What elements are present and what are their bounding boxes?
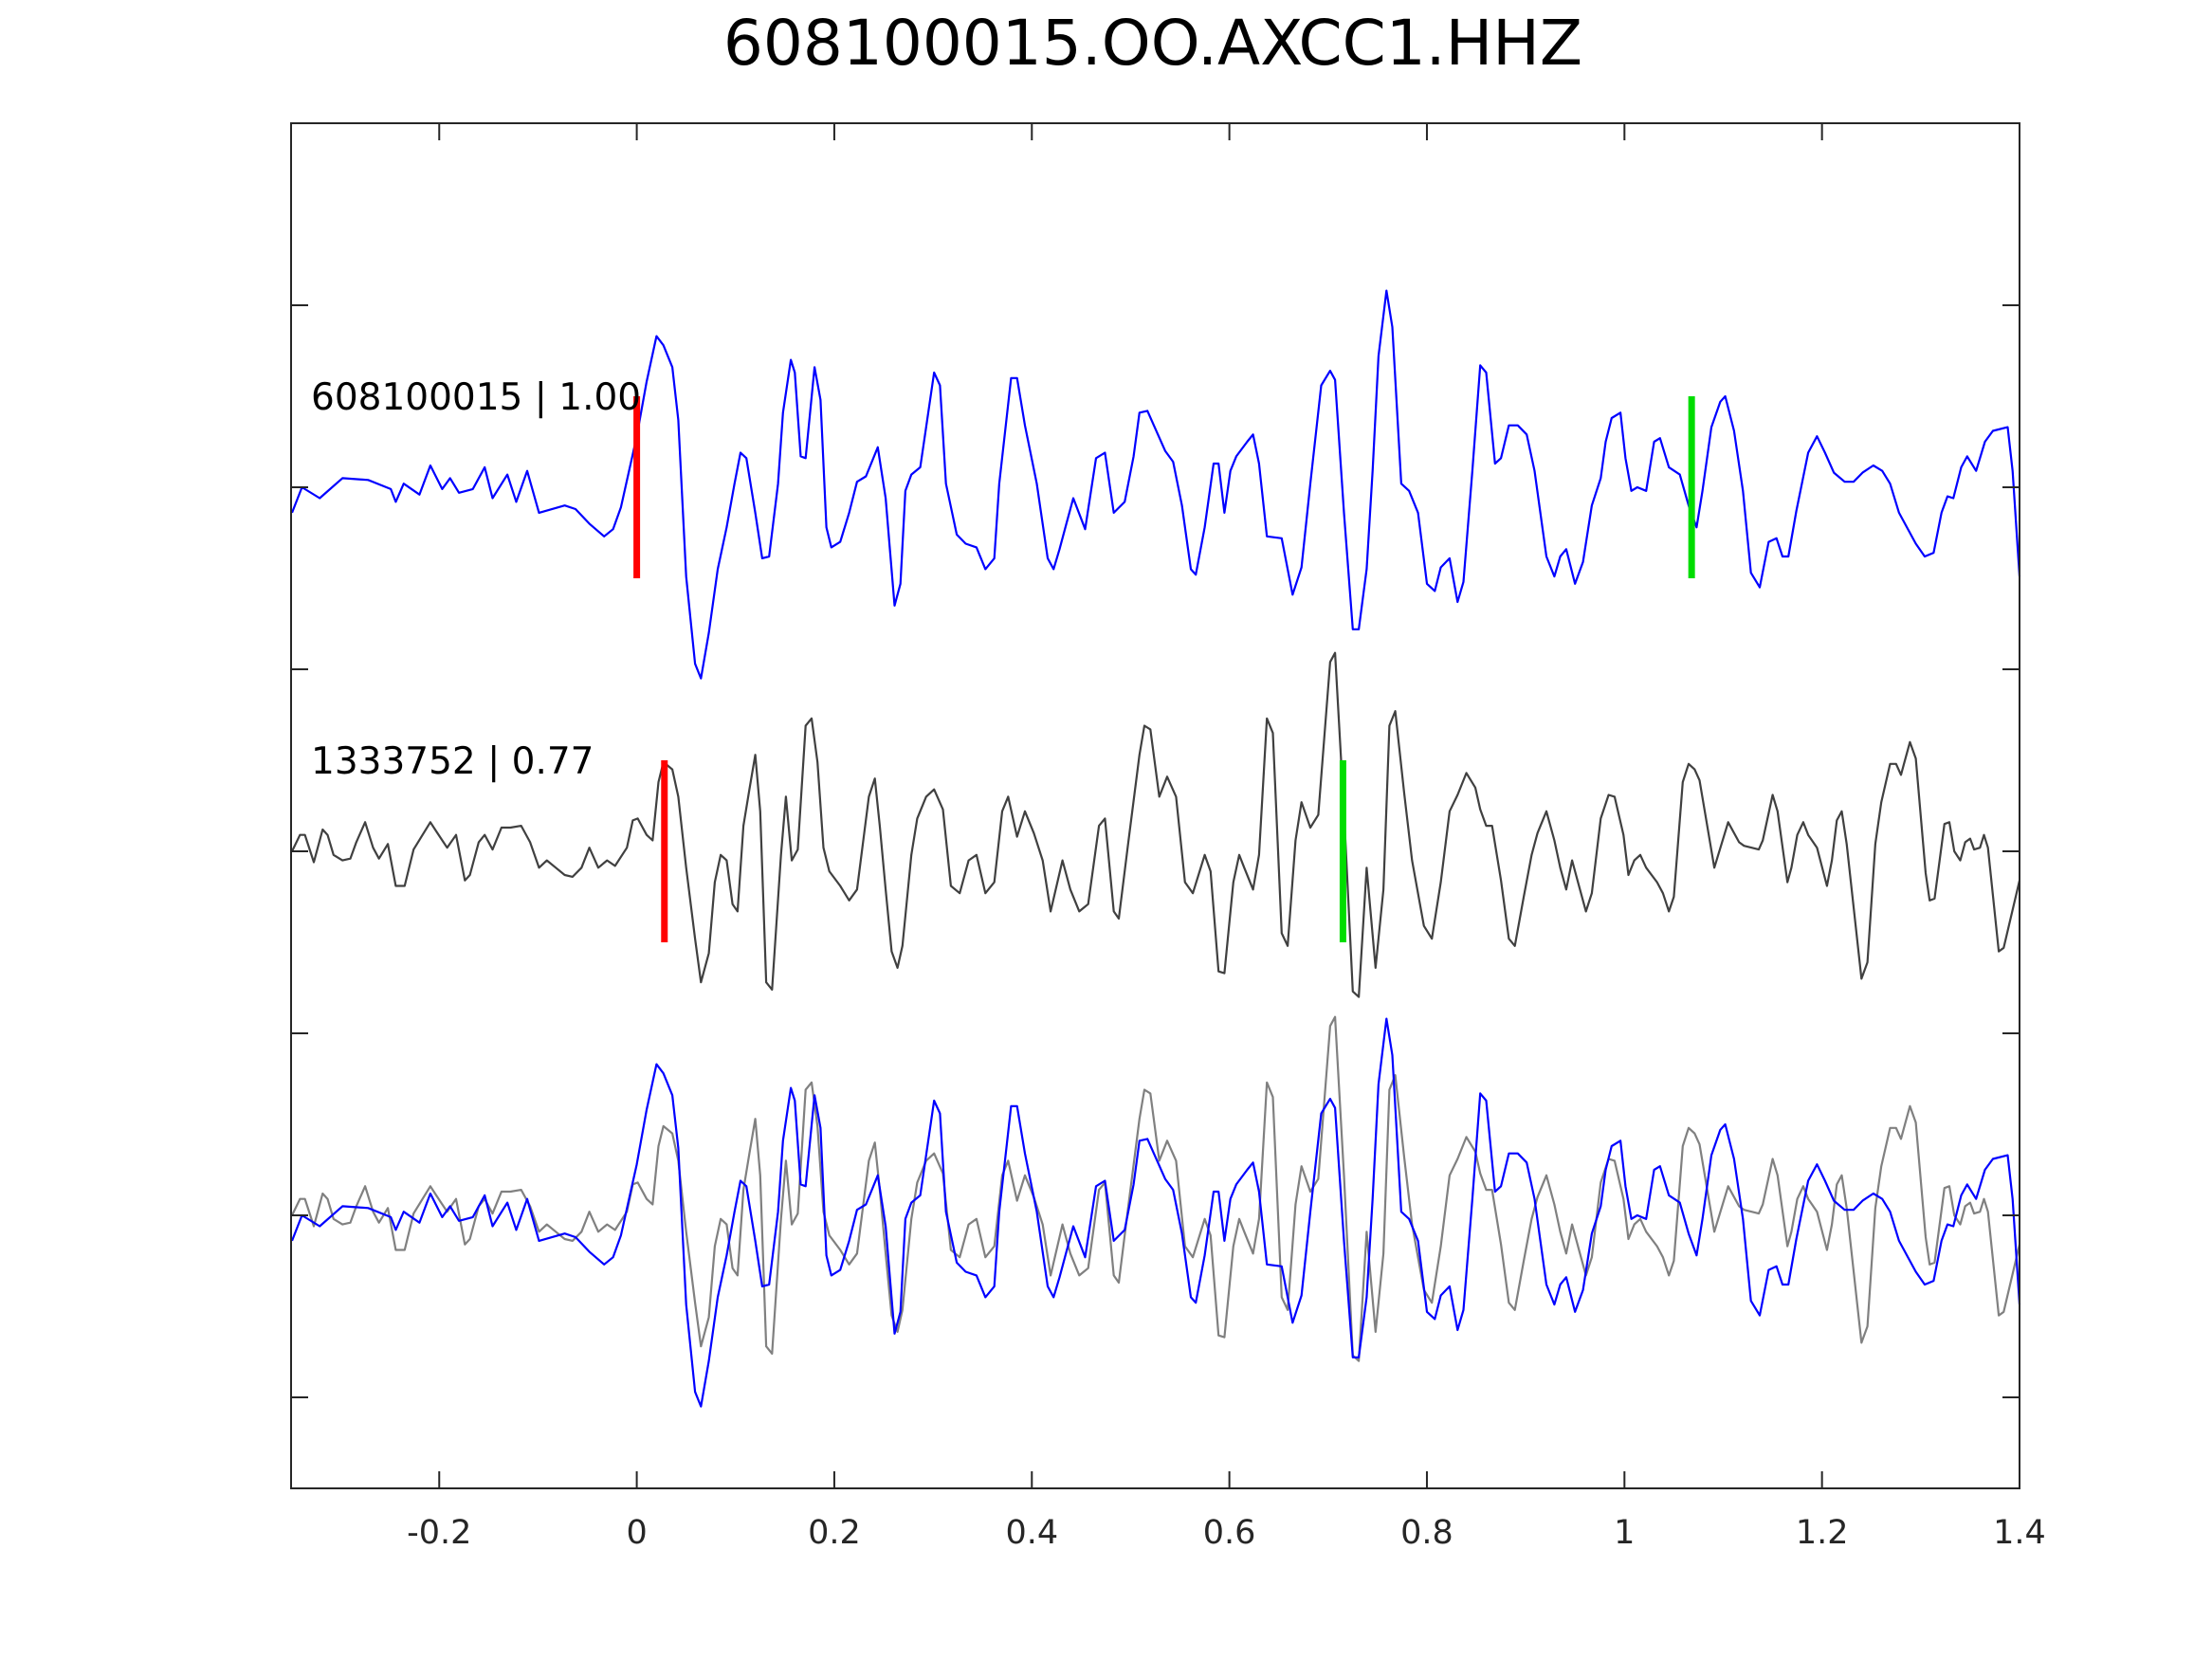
trace-label-1: 608100015 | 1.00 xyxy=(311,376,641,419)
x-tick-label: -0.2 xyxy=(407,1514,471,1552)
x-tick-label: 0.4 xyxy=(1005,1514,1058,1552)
waveform-trace-608100015 xyxy=(290,289,2021,680)
x-tick-label: 0 xyxy=(626,1514,647,1552)
trace-label-2: 1333752 | 0.77 xyxy=(311,740,594,783)
overlay-trace-1333752 xyxy=(291,1015,2021,1362)
overlay-trace-608100015 xyxy=(290,1017,2021,1408)
x-tick-label: 0.8 xyxy=(1400,1514,1453,1552)
x-tick-label: 1 xyxy=(1614,1514,1635,1552)
x-tick-label: 0.6 xyxy=(1203,1514,1256,1552)
x-tick-label: 0.2 xyxy=(808,1514,861,1552)
x-tick-label: 1.2 xyxy=(1796,1514,1849,1552)
chart-title: 608100015.OO.AXCC1.HHZ xyxy=(723,7,1582,80)
axes-frame xyxy=(290,122,2020,1489)
x-tick-label: 1.4 xyxy=(1993,1514,2046,1552)
waveform-trace-1333752 xyxy=(291,651,2021,998)
plot-marks xyxy=(290,289,2021,1408)
axis-ticks: -0.2 0 0.2 0.4 0.6 0.8 1 1.2 1.4 xyxy=(291,123,2046,1552)
